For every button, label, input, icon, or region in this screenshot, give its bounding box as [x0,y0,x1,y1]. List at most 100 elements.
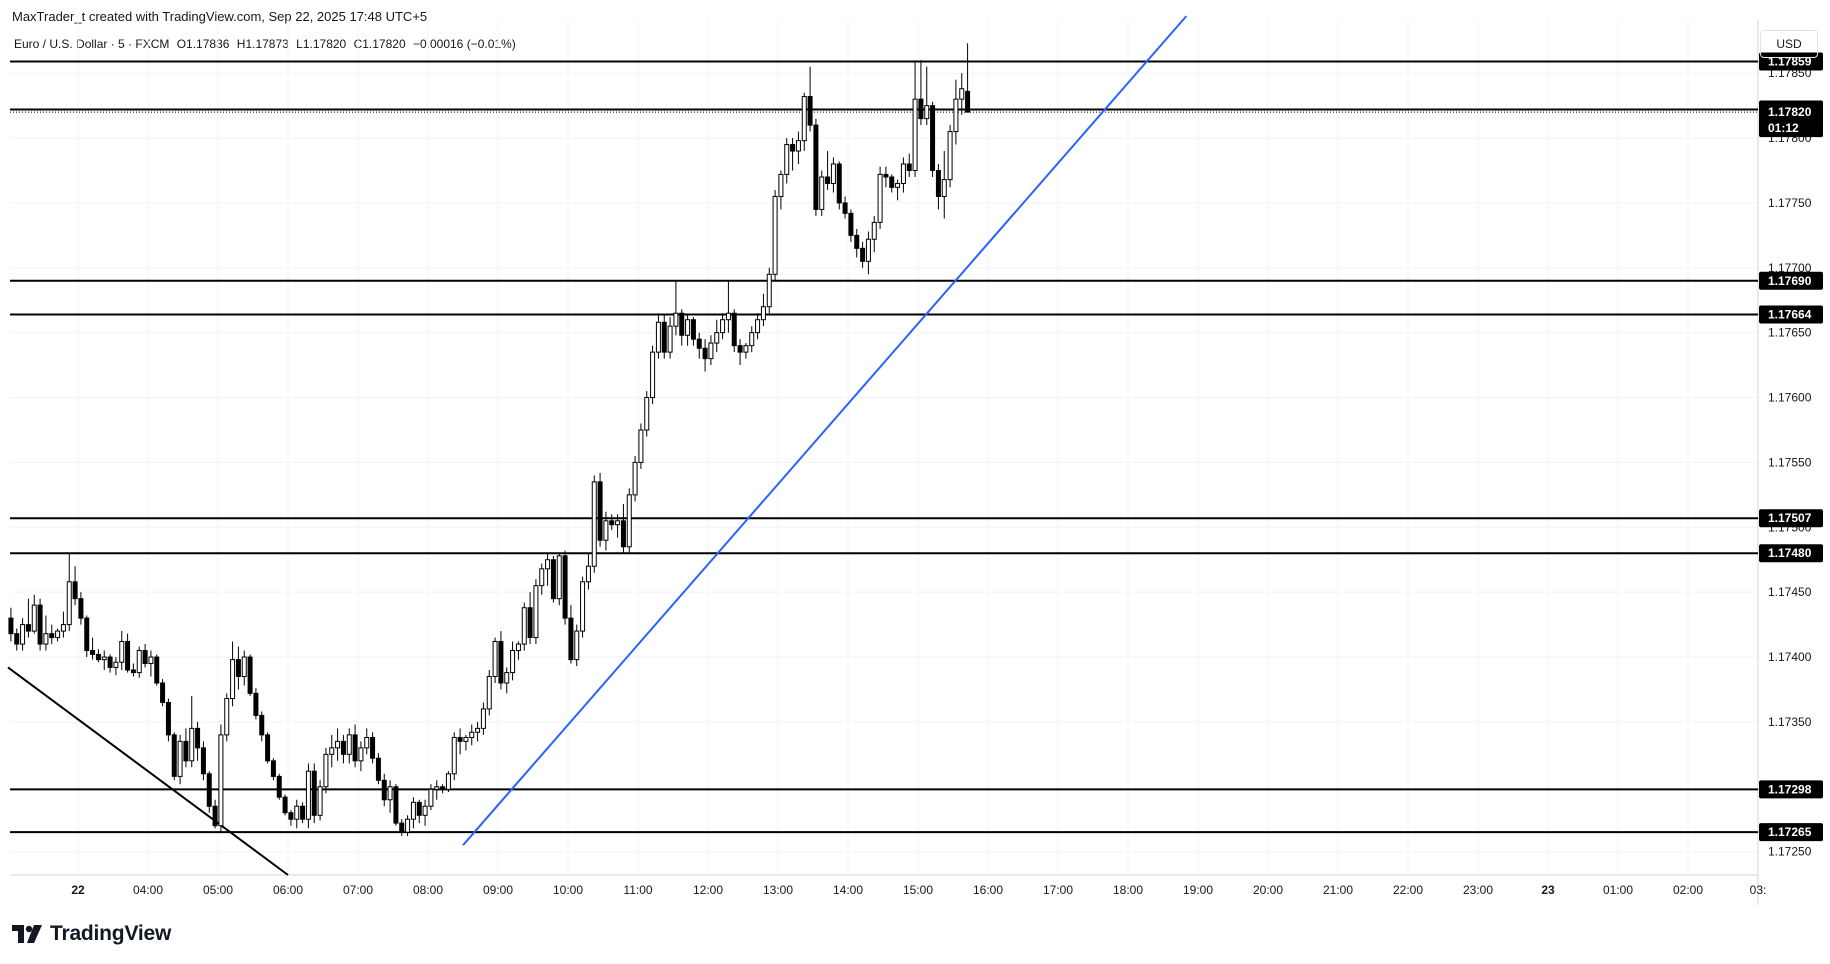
trendline[interactable] [7,666,289,876]
candle-body[interactable] [78,598,84,619]
candle-body[interactable] [895,182,901,188]
candle-body[interactable] [305,770,311,820]
candle-body[interactable] [860,247,866,262]
candle-body[interactable] [702,347,708,360]
candle-body[interactable] [550,559,556,600]
candle-body[interactable] [445,773,451,790]
candle-body[interactable] [25,624,31,632]
candle-body[interactable] [959,88,965,100]
candle-body[interactable] [8,617,14,635]
candle-body[interactable] [387,786,393,801]
candle-body[interactable] [276,775,282,798]
candle-body[interactable] [865,238,871,262]
candle-body[interactable] [265,734,271,762]
candle-body[interactable] [620,520,626,548]
candle-body[interactable] [790,144,796,152]
candle-body[interactable] [148,656,154,665]
candle-body[interactable] [585,565,591,583]
candle-body[interactable] [930,105,936,172]
candle-body[interactable] [49,633,55,639]
candle-body[interactable] [183,740,189,762]
candle-body[interactable] [714,332,720,344]
candle-body[interactable] [43,633,49,645]
candle-body[interactable] [375,757,381,781]
candle-body[interactable] [142,650,148,665]
candle-body[interactable] [696,338,702,349]
candle-body[interactable] [72,581,78,600]
price-axis[interactable]: 1.178501.178001.177501.177001.176501.176… [1768,66,1812,858]
candle-body[interactable] [556,555,562,600]
candle-body[interactable] [609,520,615,526]
candle-body[interactable] [871,221,877,240]
candle-body[interactable] [580,581,586,632]
candle-body[interactable] [469,731,475,738]
candle-body[interactable] [935,170,941,197]
candle-body[interactable] [107,656,113,668]
candle-body[interactable] [317,786,323,816]
candle-body[interactable] [615,520,621,526]
candle-body[interactable] [224,698,230,736]
candle-body[interactable] [189,727,195,762]
candle-body[interactable] [591,481,597,567]
candle-body[interactable] [690,319,696,340]
candle-body[interactable] [364,736,370,749]
candle-body[interactable] [31,604,37,632]
candle-body[interactable] [410,801,416,820]
candle-body[interactable] [533,585,539,639]
candle-body[interactable] [241,656,247,677]
horizontal-levels[interactable] [10,60,1758,834]
candle-body[interactable] [416,801,422,816]
candle-body[interactable] [101,656,107,661]
candle-body[interactable] [457,736,463,742]
candle-body[interactable] [720,319,726,334]
candle-body[interactable] [259,714,265,736]
candle-body[interactable] [504,672,510,684]
candle-body[interactable] [119,640,125,663]
candle-body[interactable] [545,559,551,570]
candle-body[interactable] [953,98,959,133]
candle-body[interactable] [801,96,807,142]
candle-body[interactable] [206,773,212,807]
candle-body[interactable] [480,708,486,729]
candle-body[interactable] [725,312,731,321]
candle-body[interactable] [282,796,288,814]
candle-body[interactable] [311,770,317,816]
candle-body[interactable] [830,163,836,184]
candle-body[interactable] [673,312,679,327]
candle-body[interactable] [346,734,352,755]
candle-body[interactable] [160,682,166,703]
candle-body[interactable] [329,747,335,755]
candle-body[interactable] [440,786,446,790]
candle-body[interactable] [819,176,825,210]
candle-body[interactable] [247,656,253,694]
candle-body[interactable] [889,176,895,188]
candle-body[interactable] [381,779,387,801]
candle-body[interactable] [755,319,761,334]
candle-body[interactable] [422,805,428,816]
candle-body[interactable] [235,659,241,677]
candle-body[interactable] [918,98,924,120]
candle-body[interactable] [84,617,90,652]
candle-body[interactable] [66,581,72,626]
candle-body[interactable] [300,805,306,820]
candle-body[interactable] [807,96,813,126]
candle-body[interactable] [539,568,545,587]
candle-body[interactable] [836,163,842,204]
candle-body[interactable] [515,643,521,652]
candle-body[interactable] [912,98,918,172]
candle-body[interactable] [900,163,906,184]
candle-body[interactable] [136,650,142,674]
candle-body[interactable] [125,640,131,671]
candle-body[interactable] [708,342,714,360]
candle-body[interactable] [55,630,61,639]
candle-body[interactable] [165,701,171,736]
candle-body[interactable] [475,727,481,733]
candle-body[interactable] [370,736,376,759]
candle-body[interactable] [358,747,364,762]
candle-body[interactable] [778,173,784,197]
candle-body[interactable] [95,653,101,661]
symbol-info[interactable]: Euro / U.S. Dollar · 5 · FXCM O1.17836 H… [14,37,520,51]
candle-body[interactable] [393,786,399,824]
candle-body[interactable] [772,195,778,275]
